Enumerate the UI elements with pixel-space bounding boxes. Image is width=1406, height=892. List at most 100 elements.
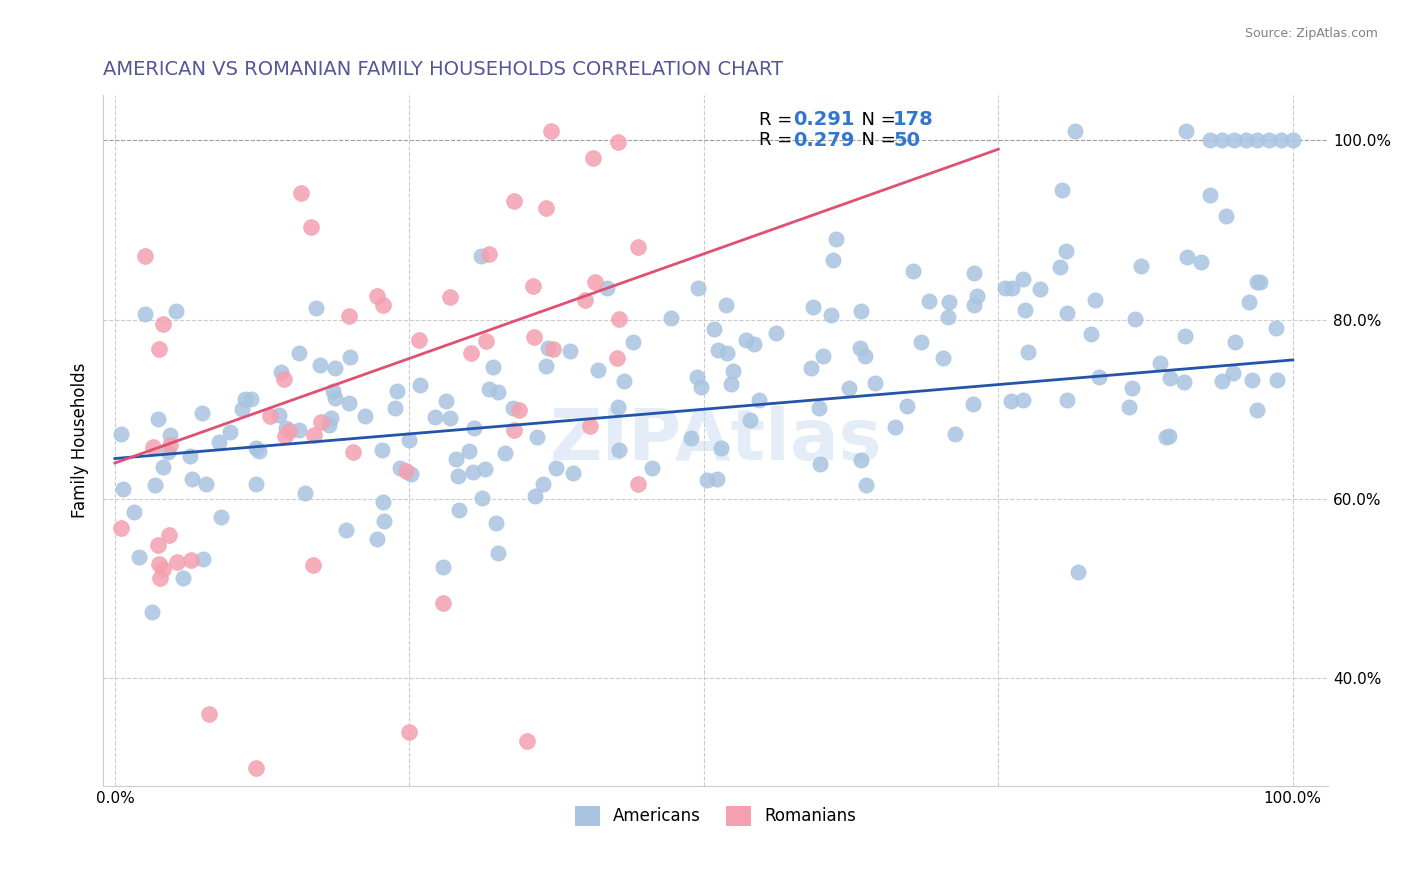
Point (1270, 133, 1292, 147)
Point (478, 382, 501, 396)
Point (801, 300, 824, 314)
Point (302, 558, 325, 573)
Point (259, 409, 281, 423)
Point (1056, 392, 1078, 407)
Point (1017, 345, 1039, 359)
Point (460, 345, 482, 359)
Point (439, 290, 461, 304)
Point (180, 553, 202, 567)
Point (371, 298, 394, 312)
Point (721, 364, 744, 378)
Point (299, 220, 322, 235)
Point (659, 310, 682, 325)
Point (936, 310, 959, 324)
Point (323, 360, 346, 375)
Text: 178: 178 (893, 110, 934, 129)
Point (1054, 244, 1077, 258)
Point (463, 421, 485, 435)
Point (409, 378, 432, 392)
Point (901, 264, 924, 278)
Point (962, 397, 984, 411)
Point (370, 442, 392, 457)
Point (240, 392, 263, 406)
Point (1012, 272, 1035, 286)
Point (896, 399, 918, 413)
Point (621, 334, 644, 349)
Point (233, 392, 256, 406)
Point (641, 461, 664, 475)
Point (198, 707, 221, 722)
Point (309, 358, 332, 372)
Point (607, 311, 630, 326)
Text: 0.279: 0.279 (793, 131, 855, 150)
Point (536, 359, 558, 373)
Point (522, 279, 544, 293)
Point (1084, 293, 1107, 308)
Point (1222, 366, 1244, 380)
Point (706, 472, 728, 486)
Point (863, 376, 886, 391)
Point (145, 478, 167, 492)
Point (290, 186, 312, 200)
Point (398, 433, 420, 447)
Point (322, 384, 344, 398)
Point (112, 482, 135, 496)
Point (502, 423, 524, 437)
Point (613, 374, 636, 388)
Point (918, 294, 941, 309)
Point (508, 402, 530, 417)
Point (910, 334, 932, 349)
Point (110, 521, 132, 535)
Point (607, 401, 630, 415)
Point (270, 365, 292, 379)
Point (486, 384, 509, 399)
Point (765, 326, 787, 340)
Point (471, 491, 494, 506)
Point (503, 194, 526, 209)
Point (463, 465, 485, 479)
Point (408, 333, 430, 347)
Point (231, 402, 253, 417)
Point (1241, 373, 1264, 387)
Text: AMERICAN VS ROMANIAN FAMILY HOUSEHOLDS CORRELATION CHART: AMERICAN VS ROMANIAN FAMILY HOUSEHOLDS C… (103, 60, 783, 78)
Point (287, 424, 309, 438)
Point (1029, 282, 1052, 296)
Text: N =: N = (851, 131, 901, 149)
Point (1199, 133, 1222, 147)
Point (486, 546, 509, 560)
Point (434, 394, 457, 409)
Point (128, 550, 150, 565)
Point (516, 734, 538, 748)
Point (470, 249, 492, 263)
Point (166, 555, 188, 569)
Point (531, 476, 554, 491)
Point (1199, 188, 1222, 202)
Point (447, 503, 470, 517)
Text: ZIPAtlas: ZIPAtlas (550, 406, 882, 475)
Point (141, 605, 163, 619)
Point (800, 361, 823, 376)
Point (966, 288, 988, 302)
Point (720, 377, 742, 392)
Point (1088, 370, 1111, 384)
Point (808, 457, 831, 471)
Point (689, 380, 711, 394)
Point (1067, 566, 1090, 580)
Point (1258, 133, 1281, 147)
Point (148, 557, 170, 571)
Point (432, 560, 454, 574)
Point (110, 427, 132, 442)
Point (534, 201, 557, 215)
Point (165, 303, 187, 318)
Point (523, 329, 546, 343)
Point (1234, 133, 1257, 147)
Point (134, 307, 156, 321)
Point (595, 280, 617, 294)
Point (273, 371, 295, 385)
Point (152, 318, 174, 332)
Point (208, 435, 231, 450)
Point (1118, 400, 1140, 414)
Point (146, 537, 169, 551)
Point (1149, 356, 1171, 370)
Point (269, 409, 291, 423)
